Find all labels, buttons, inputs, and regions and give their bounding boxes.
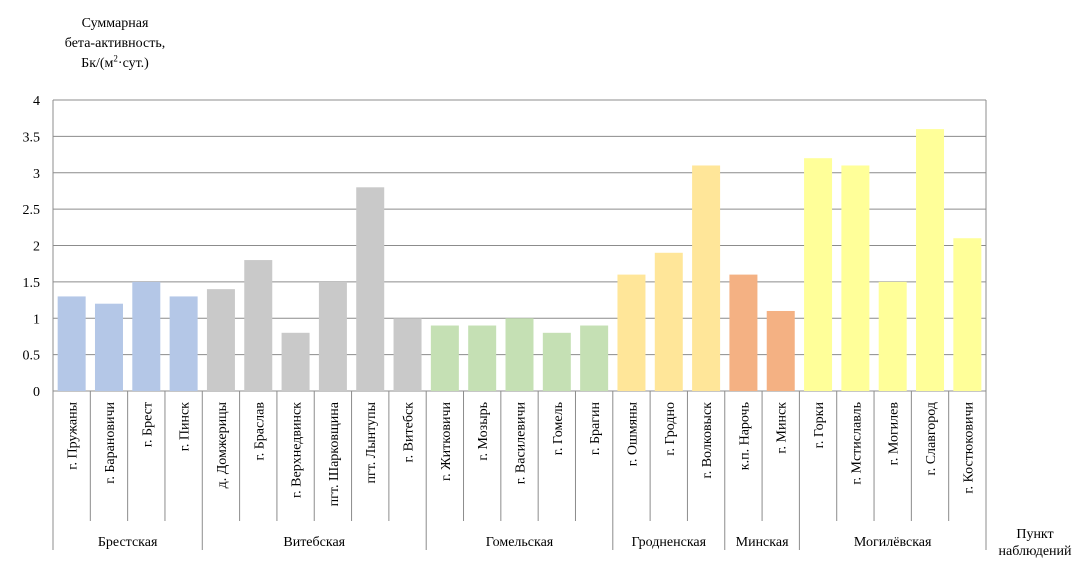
- x-axis-label-line-1: Пункт: [1016, 527, 1054, 542]
- bar-8: [356, 187, 385, 391]
- y-tick-label-6: 3: [33, 167, 40, 182]
- y-tick-label-8: 4: [33, 94, 40, 109]
- x-tick-label-10: г. Житковичи: [439, 401, 454, 481]
- bar-17: [692, 165, 721, 391]
- y-axis-label-line-2: бета-активность,: [64, 36, 166, 51]
- y-tick-label-0: 0: [33, 385, 40, 400]
- group-label-0: Брестская: [98, 535, 158, 550]
- bar-23: [916, 129, 945, 391]
- bar-18: [729, 274, 758, 391]
- x-tick-label-19: г. Минск: [775, 402, 790, 454]
- bar-6: [281, 332, 310, 391]
- group-label-3: Гродненская: [631, 535, 706, 550]
- bar-2: [132, 281, 161, 391]
- bar-15: [617, 274, 646, 391]
- bar-9: [393, 318, 422, 391]
- x-tick-label-16: г. Гродно: [663, 402, 678, 456]
- x-tick-label-23: г. Славгород: [924, 402, 939, 475]
- bar-22: [878, 281, 907, 391]
- x-tick-label-2: г. Брест: [140, 402, 155, 447]
- x-tick-label-5: г. Браслав: [252, 402, 267, 461]
- bar-13: [542, 332, 571, 391]
- x-tick-label-0: г. Пружаны: [66, 401, 81, 469]
- x-tick-label-24: г. Костюковичи: [961, 401, 976, 493]
- axes: [52, 100, 987, 550]
- y-tick-label-4: 2: [33, 240, 40, 255]
- x-tick-label-21: г. Мстиславль: [849, 402, 864, 485]
- bar-20: [804, 158, 833, 391]
- x-tick-label-7: пгт. Шарковщина: [327, 401, 342, 506]
- group-label-5: Могилёвская: [854, 535, 932, 550]
- bar-12: [505, 318, 534, 391]
- group-labels: Брестская Витебская Гомельская Гродненская М…: [98, 535, 932, 550]
- y-axis-label-line-3: Бк/(м2·сут.): [40, 54, 190, 74]
- x-tick-label-6: г. Верхнедвинск: [290, 402, 305, 498]
- bar-0: [57, 296, 86, 391]
- x-tick-label-3: г. Пинск: [178, 402, 193, 451]
- x-tick-label-22: г. Могилев: [887, 402, 902, 466]
- bar-24: [953, 238, 982, 391]
- bar-1: [94, 303, 123, 391]
- y-tick-label-7: 3.5: [23, 130, 41, 145]
- bar-5: [244, 260, 273, 391]
- x-tick-label-18: к.п. Нарочь: [737, 402, 752, 470]
- bar-19: [766, 310, 795, 391]
- x-axis-label: Пункт наблюдений: [990, 526, 1080, 560]
- bar-14: [580, 325, 609, 391]
- group-label-4: Минская: [736, 535, 789, 550]
- y-axis-label-line-1: Суммарная: [81, 16, 149, 31]
- bar-3: [169, 296, 198, 391]
- y-axis-label: Суммарная бета-активность, Бк/(м2·сут.): [40, 14, 190, 74]
- bars: [57, 129, 982, 391]
- y-tick-label-5: 2.5: [23, 203, 41, 218]
- x-tick-label-15: г. Ошмяны: [625, 401, 640, 466]
- y-tick-labels: 0 0.5 1 1.5 2 2.5 3 3.5 4: [23, 94, 41, 400]
- group-label-1: Витебская: [283, 535, 345, 550]
- x-tick-label-14: г. Брагин: [588, 402, 603, 456]
- y-tick-label-1: 0.5: [23, 349, 41, 364]
- bar-4: [206, 289, 235, 391]
- bar-7: [318, 281, 347, 391]
- x-tick-label-12: г. Василевичи: [514, 402, 529, 485]
- y-tick-label-3: 1.5: [23, 276, 41, 291]
- x-tick-label-20: г. Горки: [812, 402, 827, 449]
- y-axis-unit-exponent: 2: [113, 53, 118, 64]
- bar-11: [468, 325, 497, 391]
- y-axis-unit-rest: ·сут.): [117, 56, 149, 71]
- x-tick-label-11: г. Мозырь: [476, 402, 491, 461]
- x-tick-label-17: г. Волковыск: [700, 402, 715, 479]
- x-tick-label-13: г. Гомель: [551, 402, 566, 455]
- x-tick-label-1: г. Барановичи: [103, 402, 118, 484]
- x-tick-labels: г. Пружаны г. Барановичи г. Брест г. Пинск д…: [66, 401, 977, 506]
- bar-21: [841, 165, 870, 391]
- y-axis-unit-base: Бк/(м: [81, 56, 114, 71]
- y-tick-label-2: 1: [33, 312, 40, 327]
- bar-10: [430, 325, 459, 391]
- x-tick-label-4: д. Домжерицы: [215, 401, 230, 488]
- x-tick-label-9: г. Витебск: [402, 402, 417, 463]
- x-tick-label-8: пгт. Лынтупы: [364, 401, 379, 483]
- x-axis-label-line-2: наблюдений: [998, 544, 1072, 559]
- bar-16: [654, 252, 683, 391]
- group-label-2: Гомельская: [486, 535, 554, 550]
